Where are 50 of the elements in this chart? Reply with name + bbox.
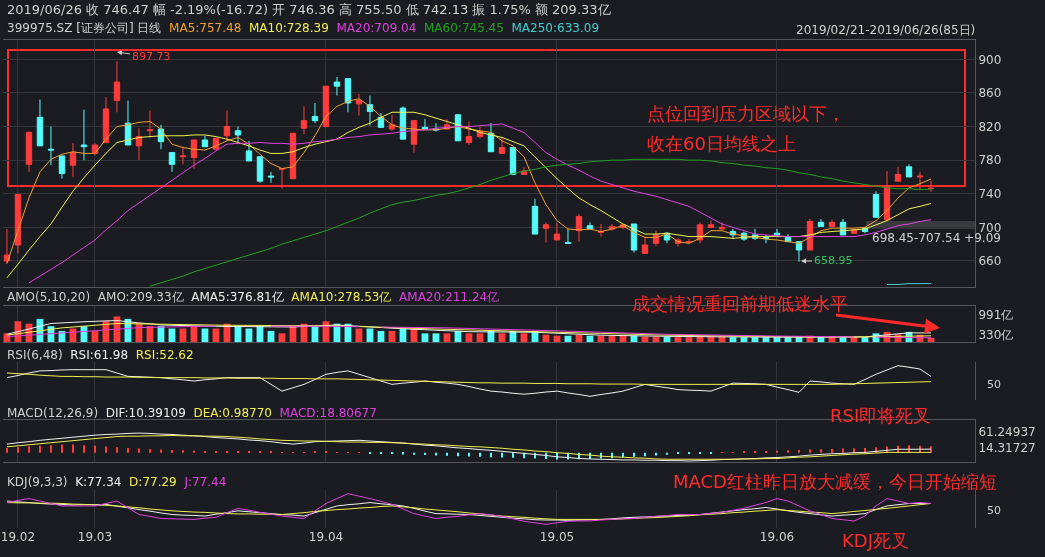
- text: 2019/02/21-2019/06/26(85日): [796, 23, 976, 37]
- annotation: 点位回到压力区域以下，: [647, 103, 845, 124]
- annotation: 897.73: [132, 50, 171, 63]
- series-label: DIF:10.39109: [105, 406, 186, 420]
- annotation: RSI即将死叉: [830, 405, 932, 426]
- annotation: 收在60日均线之上: [647, 133, 796, 154]
- text: MA20:709.04: [336, 21, 417, 35]
- text: MA5:757.48: [169, 21, 242, 35]
- text: 50: [987, 504, 1001, 517]
- series-label: J:77.44: [183, 475, 227, 489]
- series-label: RSI:52.62: [135, 348, 194, 362]
- x-tick-label: 19.03: [77, 530, 113, 544]
- y-tick-label: 14.31727: [978, 440, 1036, 455]
- chart-title: 2019/06/26 收 746.47 幅 -2.19%(-16.72) 开 746.36 高 755.50 低 742.13 振 1.75% 额 209.33亿: [7, 2, 611, 17]
- chart-subtitle: 399975.SZ [证券公司] 日线: [7, 21, 162, 35]
- x-tick-label: 19.05: [539, 530, 575, 544]
- y-tick-label: 860: [978, 86, 1002, 101]
- x-tick-label: 19.02: [0, 530, 36, 544]
- y-tick-label: 991亿: [978, 308, 1014, 323]
- chart-title: AMO(5,10,20): [7, 290, 91, 304]
- chart-title: MACD(12,26,9): [7, 406, 99, 420]
- text: MA250:633.09: [511, 21, 600, 35]
- x-tick-label: 19.06: [759, 530, 795, 544]
- annotation: 658.95: [814, 254, 853, 267]
- y-tick-label: 330亿: [978, 327, 1014, 342]
- series-label: K:77.34: [75, 475, 122, 489]
- text: MA60:745.45: [424, 21, 504, 35]
- y-tick-label: 820: [978, 119, 1002, 134]
- series-label: DEA:0.98770: [193, 406, 272, 420]
- annotation: 成交情况重回前期低迷水平: [632, 293, 848, 314]
- text: MACD红柱昨日放大减缓，今日开始缩短: [673, 471, 997, 492]
- annotation: MACD:18.80677: [279, 406, 377, 420]
- text: 50: [987, 378, 1001, 391]
- x-tick-label: 19.04: [308, 530, 344, 544]
- text: AMO:209.33亿: [97, 290, 184, 304]
- band-label: 698.45-707.54 +9.09: [872, 231, 1001, 245]
- series-label: D:77.29: [129, 475, 177, 489]
- chart-title: KDJ(9,3,3): [7, 475, 68, 489]
- y-tick-label: 61.24937: [978, 424, 1036, 439]
- chart-title: RSI(6,48): [7, 348, 63, 362]
- series-label: AMA10:278.53亿: [291, 290, 392, 304]
- y-tick-label: 740: [978, 186, 1002, 201]
- y-tick-label: 900: [978, 52, 1002, 67]
- text: KDJ死叉: [842, 530, 909, 551]
- text: MA10:728.39: [248, 21, 329, 35]
- y-tick-label: 660: [978, 254, 1002, 269]
- series-label: RSI:61.98: [70, 348, 129, 362]
- series-label: AMA5:376.81亿: [191, 290, 284, 304]
- series-label: AMA20:211.24亿: [399, 290, 500, 304]
- y-tick-label: 780: [978, 153, 1002, 168]
